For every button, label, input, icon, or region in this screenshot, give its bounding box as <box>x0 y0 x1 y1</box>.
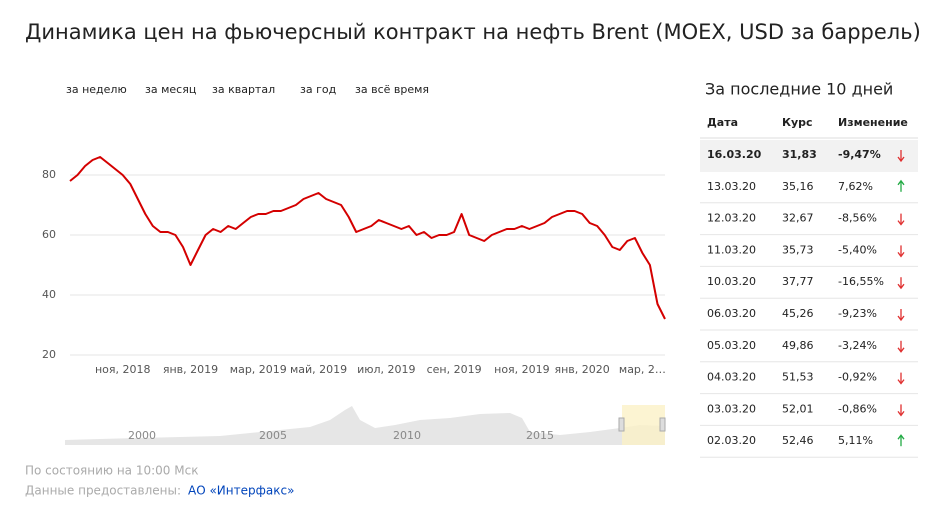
table-cell: 52,01 <box>782 402 814 415</box>
navigator-handle[interactable] <box>659 417 666 432</box>
table-cell: 45,26 <box>782 307 814 320</box>
table-cell: 11.03.20 <box>707 243 756 256</box>
arrow-head <box>897 220 905 226</box>
navigator-year: 2010 <box>393 429 421 442</box>
arrow-head <box>897 347 905 353</box>
y-tick-label: 80 <box>42 168 56 181</box>
x-tick-label: ноя, 2019 <box>494 363 550 376</box>
arrow-head <box>897 315 905 322</box>
table-title: За последние 10 дней <box>705 80 893 99</box>
table-cell: -5,40% <box>838 243 877 256</box>
table-cell: -8,56% <box>838 212 877 225</box>
table-cell: 13.03.20 <box>707 180 756 193</box>
table-cell: 52,46 <box>782 434 814 447</box>
table-cell: 10.03.20 <box>707 275 756 288</box>
table-cell: 05.03.20 <box>707 339 756 352</box>
tab[interactable]: за месяц <box>145 83 196 96</box>
table-cell: 7,62% <box>838 180 873 193</box>
arrow-head <box>897 252 905 258</box>
table-cell: 02.03.20 <box>707 434 756 447</box>
table-cell: 12.03.20 <box>707 212 756 225</box>
table-cell: 03.03.20 <box>707 402 756 415</box>
table-cell: 16.03.20 <box>707 148 762 161</box>
arrow-head <box>897 379 905 385</box>
table-cell: 32,67 <box>782 212 814 225</box>
table-cell: -16,55% <box>838 275 884 288</box>
line <box>69 156 666 320</box>
y-tick-label: 40 <box>42 288 56 301</box>
table-cell: 35,73 <box>782 243 814 256</box>
table-header: Дата <box>707 116 738 129</box>
table-cell: 35,16 <box>782 180 814 193</box>
source: Данные предоставлены: <box>25 484 181 498</box>
arrow-head <box>897 179 905 186</box>
table-header: Курс <box>782 116 813 129</box>
source-link[interactable]: АО «Интерфакс» <box>188 484 294 498</box>
row-highlight <box>700 140 918 170</box>
y-tick-label: 20 <box>42 348 56 361</box>
arrow-head <box>897 156 905 163</box>
table-cell: -3,24% <box>838 339 877 352</box>
x-tick-label: ноя, 2018 <box>95 363 151 376</box>
chart-title: Динамика цен на фьючерсный контракт на н… <box>25 20 921 44</box>
table-cell: 5,11% <box>838 434 873 447</box>
y-tick-label: 60 <box>42 228 56 241</box>
tab[interactable]: за квартал <box>212 83 275 96</box>
table-cell: 49,86 <box>782 339 814 352</box>
x-tick-label: мар, 2… <box>619 363 666 376</box>
arrow-head <box>897 411 905 417</box>
table-header: Изменение <box>838 116 908 129</box>
x-tick-label: сен, 2019 <box>427 363 482 376</box>
table-cell: 51,53 <box>782 371 814 384</box>
navigator-window[interactable] <box>622 405 665 445</box>
tab[interactable]: за год <box>300 83 337 96</box>
navigator-year: 2000 <box>128 429 156 442</box>
x-tick-label: янв, 2019 <box>163 363 218 376</box>
x-tick-label: май, 2019 <box>290 363 347 376</box>
navigator-handle[interactable] <box>618 417 625 432</box>
arrow-head <box>897 283 905 290</box>
table-cell: -9,47% <box>838 148 881 161</box>
tab[interactable]: за всё время <box>355 83 429 96</box>
x-tick-label: июл, 2019 <box>357 363 415 376</box>
arrow-head <box>897 434 905 440</box>
navigator-year: 2015 <box>526 429 554 442</box>
navigator-area <box>65 406 665 445</box>
table-cell: 37,77 <box>782 275 814 288</box>
table-cell: 06.03.20 <box>707 307 756 320</box>
table-cell: 04.03.20 <box>707 371 756 384</box>
navigator-year: 2005 <box>259 429 287 442</box>
table-cell: -0,86% <box>838 402 877 415</box>
table-cell: 31,83 <box>782 148 817 161</box>
tab[interactable]: за неделю <box>66 83 127 96</box>
x-tick-label: мар, 2019 <box>230 363 287 376</box>
status: По состоянию на 10:00 Мск <box>25 464 198 478</box>
table-cell: -9,23% <box>838 307 877 320</box>
table-cell: -0,92% <box>838 371 877 384</box>
x-tick-label: янв, 2020 <box>555 363 610 376</box>
